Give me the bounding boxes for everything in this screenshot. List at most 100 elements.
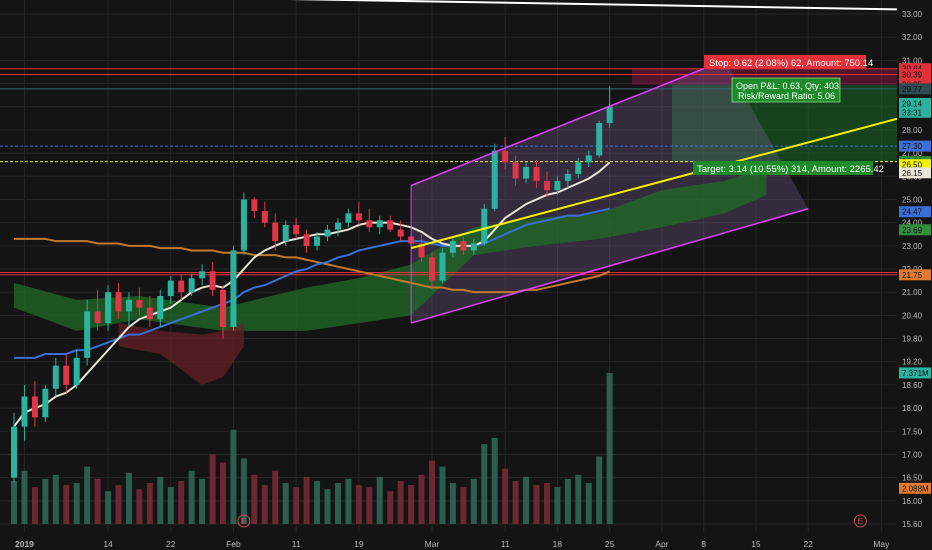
candle-body <box>460 241 467 251</box>
candle-body <box>293 224 300 235</box>
stop-label: Stop: 0.62 (2.08%) 62, Amount: 750.14 <box>709 58 873 69</box>
candle-body <box>449 241 456 253</box>
price-badge <box>899 167 931 179</box>
earnings-event-label: E <box>241 517 246 526</box>
volume-bar <box>606 372 613 524</box>
price-badge-label: 29.14 <box>902 99 923 108</box>
candle-body <box>63 365 70 385</box>
candle-body <box>52 365 59 389</box>
price-badge <box>899 224 931 236</box>
volume-bar <box>178 480 185 524</box>
price-badge-label: 33:31 <box>902 108 923 117</box>
stop-annotation[interactable]: Stop: 0.62 (2.08%) 62, Amount: 750.14 <box>704 55 873 69</box>
candle-body <box>481 208 488 244</box>
volume-bar <box>439 466 446 524</box>
volume-bar <box>564 478 571 524</box>
price-badge <box>899 367 931 379</box>
candle-body <box>209 271 216 290</box>
candle-body <box>199 271 206 279</box>
open-pl-label: Open P&L: 0.63, Qty: 403 <box>736 81 839 91</box>
candle-body <box>230 250 237 327</box>
volume-bar <box>585 483 592 524</box>
candle-body <box>178 280 185 293</box>
candle-body <box>157 296 164 320</box>
time-tick-label: 14 <box>103 539 113 549</box>
price-tick-label: 23.00 <box>902 242 923 251</box>
channel-lower-line <box>410 208 809 324</box>
volume-bar <box>125 472 132 524</box>
candle-body <box>533 167 540 181</box>
time-axis-bg <box>0 532 897 550</box>
price-badge-label: 24.47 <box>902 208 923 217</box>
volume-bar <box>136 489 143 524</box>
candle-body <box>94 311 101 324</box>
time-tick-label: Mar <box>425 539 440 549</box>
price-badge-label: 26.15 <box>902 169 923 178</box>
candle-body <box>418 243 425 258</box>
ma-long-line <box>14 237 611 294</box>
candle-body <box>334 222 341 230</box>
price-tick-label: 15.60 <box>902 520 923 529</box>
volume-bar <box>345 478 352 524</box>
volume-bar <box>105 491 112 524</box>
time-tick-label: Feb <box>226 539 241 549</box>
candle-body <box>366 220 373 228</box>
volume-bar <box>418 474 425 524</box>
target-label: Target: 3.14 (10.55%) 314, Amount: 2265.… <box>697 164 884 175</box>
candle-body <box>188 278 195 293</box>
price-badge <box>899 69 931 81</box>
price-badge-label: 21.75 <box>902 271 923 280</box>
price-tick-label: 19.80 <box>902 335 923 344</box>
volume-bar <box>146 483 153 524</box>
candle-body <box>543 180 550 191</box>
time-tick-label: 11 <box>292 539 301 549</box>
price-tick-label: 21.00 <box>902 288 923 297</box>
candle-body <box>84 311 91 358</box>
volume-bar <box>11 480 17 524</box>
candle-body <box>240 199 247 251</box>
volume-bar <box>533 485 540 524</box>
price-tick-label: 31.00 <box>902 56 923 65</box>
volume-bar <box>282 483 289 524</box>
annotations: Stop: 0.62 (2.08%) 62, Amount: 750.14 Op… <box>693 55 884 175</box>
price-tick-label: 28.00 <box>902 126 923 135</box>
candle-body <box>606 106 613 123</box>
time-tick-label: 18 <box>553 539 563 549</box>
price-tick-label: 16.00 <box>902 497 923 506</box>
trendline[interactable] <box>410 108 932 250</box>
time-tick-label: 11 <box>501 539 510 549</box>
volume-bar <box>73 483 80 524</box>
candle-body <box>272 222 279 242</box>
candle-body <box>73 357 80 385</box>
target-annotation[interactable]: Target: 3.14 (10.55%) 314, Amount: 2265.… <box>693 161 884 175</box>
moving-averages <box>13 161 611 428</box>
earnings-event-icon[interactable] <box>853 514 867 528</box>
candle-body <box>596 122 603 156</box>
volume-bar <box>314 480 321 524</box>
volume-bar <box>523 476 530 524</box>
volume-bar <box>94 478 101 524</box>
candle-body <box>167 280 174 297</box>
volume-bar <box>491 437 498 524</box>
ma-mid-line <box>14 207 610 359</box>
candle-body <box>491 150 498 209</box>
price-tick-label: 25.00 <box>902 195 923 204</box>
candles <box>11 85 613 483</box>
volume-bar <box>220 462 226 524</box>
time-tick-label: 25 <box>605 539 615 549</box>
candle-body <box>314 236 321 246</box>
time-tick-label: Apr <box>655 539 668 549</box>
candle-body <box>21 396 28 427</box>
volume-bar <box>230 429 237 524</box>
earnings-event-icon[interactable] <box>237 514 251 528</box>
ma-short-line <box>13 161 611 428</box>
candle-body <box>282 224 289 242</box>
volume-bar <box>251 474 258 524</box>
candle-body <box>136 299 143 308</box>
volume-bar <box>481 444 488 524</box>
volume-bar <box>387 491 394 524</box>
price-badge <box>899 106 931 118</box>
open-pl-annotation[interactable]: Open P&L: 0.63, Qty: 403 Risk/Reward Rat… <box>731 77 841 103</box>
volume-bar <box>470 478 477 524</box>
